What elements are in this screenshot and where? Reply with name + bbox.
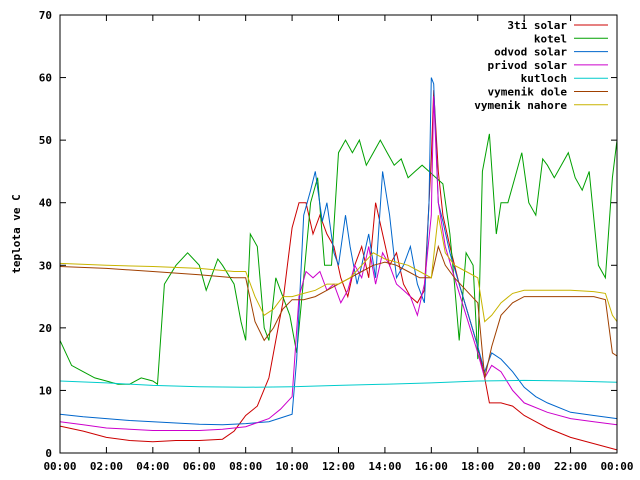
x-tick-label: 10:00 xyxy=(276,460,309,473)
legend-label-2: odvod solar xyxy=(494,46,567,59)
legend-label-3: privod solar xyxy=(488,59,568,72)
x-tick-label: 00:00 xyxy=(600,460,633,473)
series-line-2 xyxy=(59,77,618,426)
y-tick-label: 40 xyxy=(39,197,52,210)
x-tick-label: 00:00 xyxy=(43,460,76,473)
series-line-5 xyxy=(59,244,618,379)
series-line-4 xyxy=(59,379,618,388)
series-line-3 xyxy=(59,96,618,431)
legend-label-4: kutloch xyxy=(521,72,567,85)
y-tick-label: 70 xyxy=(39,9,52,22)
x-tick-label: 02:00 xyxy=(90,460,123,473)
x-tick-label: 06:00 xyxy=(183,460,216,473)
y-tick-label: 30 xyxy=(39,259,52,272)
x-tick-label: 20:00 xyxy=(508,460,541,473)
series-line-1 xyxy=(59,133,618,386)
legend-label-6: vymenik nahore xyxy=(474,99,567,112)
x-tick-label: 08:00 xyxy=(229,460,262,473)
y-tick-label: 0 xyxy=(45,447,52,460)
x-tick-label: 18:00 xyxy=(461,460,494,473)
x-tick-label: 12:00 xyxy=(322,460,355,473)
y-tick-label: 60 xyxy=(39,72,52,85)
legend-label-1: kotel xyxy=(534,32,567,45)
series-line-0 xyxy=(59,90,618,451)
series-layer xyxy=(59,77,618,451)
y-axis-label: teplota ve C xyxy=(10,194,23,273)
y-tick-label: 20 xyxy=(39,322,52,335)
x-tick-label: 16:00 xyxy=(415,460,448,473)
x-tick-label: 04:00 xyxy=(136,460,169,473)
y-tick-label: 50 xyxy=(39,134,52,147)
x-tick-label: 22:00 xyxy=(554,460,587,473)
x-tick-label: 14:00 xyxy=(368,460,401,473)
legend-label-0: 3ti solar xyxy=(507,19,567,32)
y-tick-label: 10 xyxy=(39,384,52,397)
legend-label-5: vymenik dole xyxy=(488,86,568,99)
series-line-6 xyxy=(59,215,618,323)
ticks-layer: 0 10 20 30 40 50 60 70 00:00 02:00 04:00 06:00 08:00… xyxy=(39,9,634,473)
